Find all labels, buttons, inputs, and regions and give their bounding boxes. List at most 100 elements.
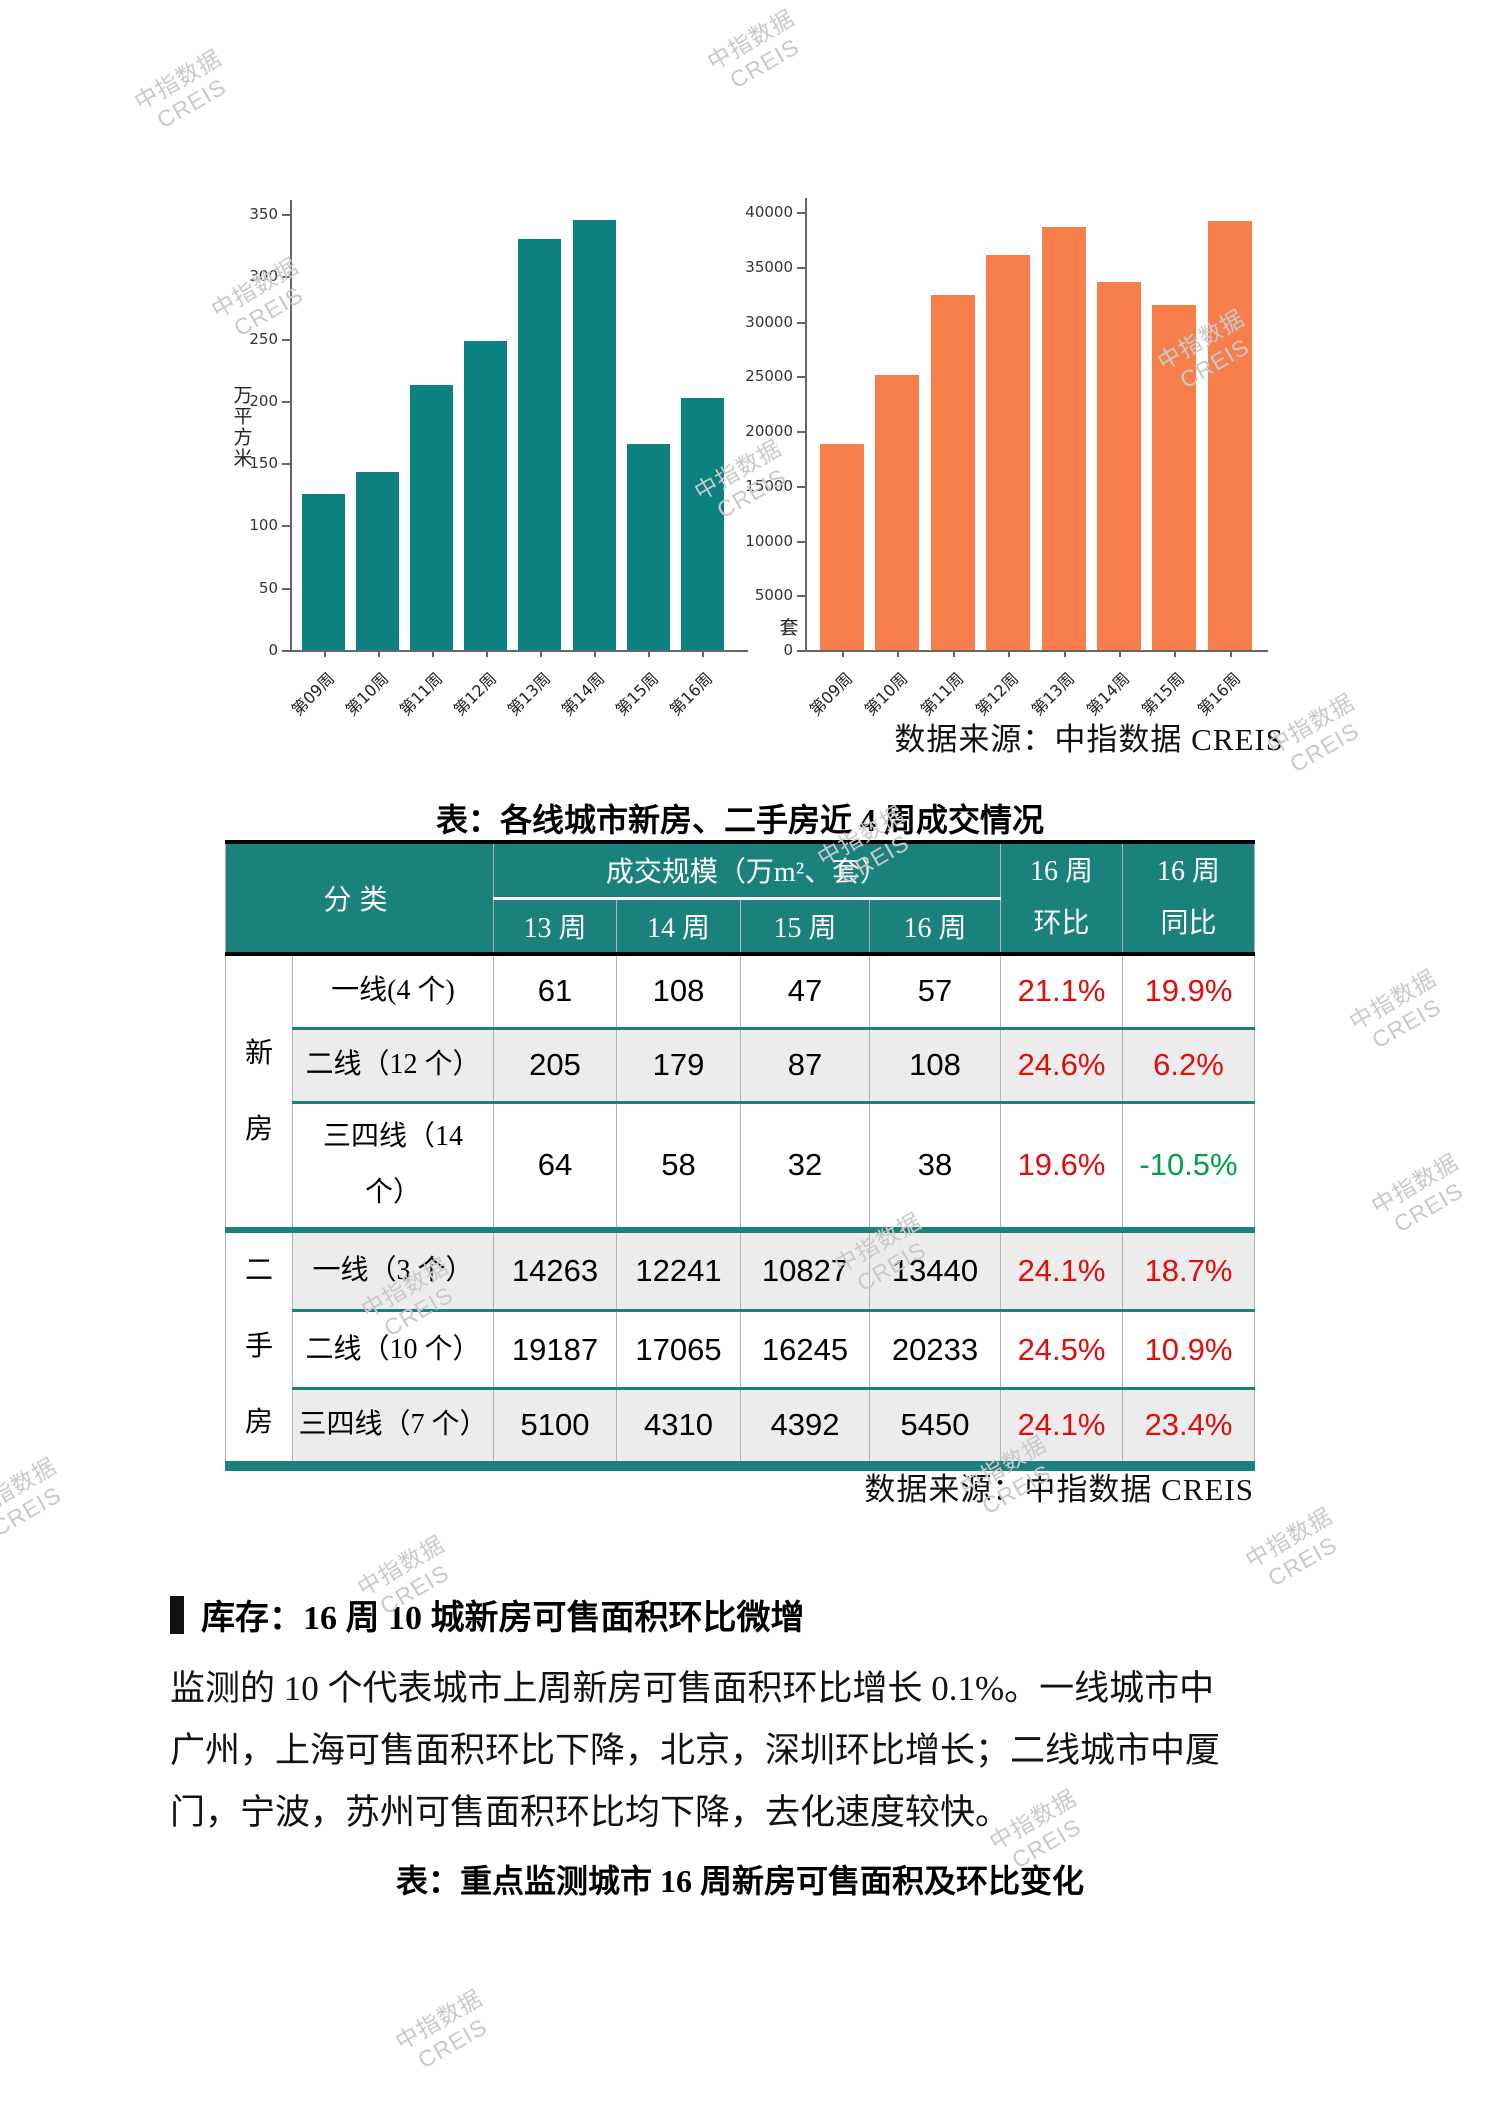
cell-week16: 5450 bbox=[869, 1386, 1001, 1466]
row-category: 一线（3 个） bbox=[291, 1227, 494, 1311]
cell-yoy: 10.9% bbox=[1122, 1309, 1255, 1389]
cell-yoy: 23.4% bbox=[1122, 1386, 1255, 1466]
units-chart-x-axis bbox=[805, 650, 1268, 652]
cell-week13: 64 bbox=[493, 1100, 617, 1230]
header-week-14: 14 周 bbox=[616, 898, 741, 954]
cell-week15: 10827 bbox=[740, 1227, 870, 1311]
cell-yoy: 6.2% bbox=[1122, 1026, 1255, 1102]
units-chart-y-tick bbox=[797, 650, 805, 652]
units-chart-bar bbox=[986, 254, 1031, 650]
cell-week13: 61 bbox=[493, 952, 617, 1028]
floor-area-chart-y-tick-label: 200 bbox=[249, 391, 278, 410]
units-chart-y-tick bbox=[797, 431, 805, 433]
floor-area-chart-y-tick bbox=[282, 587, 290, 590]
cell-wow: 24.1% bbox=[1000, 1386, 1123, 1466]
row-category: 三四线（7 个） bbox=[291, 1386, 494, 1466]
units-chart-y-tick bbox=[797, 212, 805, 214]
heading-text: 库存：16 周 10 城新房可售面积环比微增 bbox=[201, 1600, 805, 1637]
cell-week16: 20233 bbox=[869, 1309, 1001, 1389]
units-chart-y-tick bbox=[797, 376, 805, 379]
units-chart-bar bbox=[1152, 305, 1197, 650]
section-heading: 库存：16 周 10 城新房可售面积环比微增 bbox=[170, 1590, 805, 1639]
units-chart-x-tick bbox=[1119, 650, 1121, 657]
cell-week16: 13440 bbox=[869, 1227, 1001, 1311]
cell-week15: 4392 bbox=[740, 1386, 870, 1466]
heading-marker-bar bbox=[170, 1595, 184, 1634]
header-yoy: 16 周 同比 bbox=[1122, 842, 1255, 954]
floor-area-chart-bar bbox=[680, 398, 724, 650]
cell-week13: 19187 bbox=[493, 1309, 617, 1389]
cell-yoy: 19.9% bbox=[1122, 952, 1255, 1028]
units-chart-y-tick-label: 15000 bbox=[745, 476, 793, 495]
cell-week14: 12241 bbox=[616, 1227, 741, 1311]
units-chart-bar bbox=[930, 295, 975, 650]
creis-watermark: 中指数据 CREIS bbox=[1240, 1502, 1342, 1592]
row-category: 三四线（14 个） bbox=[291, 1100, 494, 1230]
floor-area-chart-x-tick bbox=[702, 650, 705, 657]
table-row: 三四线（14 个） 64 58 32 38 19.6% -10.5% bbox=[226, 1100, 1255, 1230]
floor-area-chart-y-tick-label: 0 bbox=[268, 641, 278, 659]
header-category: 分类 bbox=[224, 842, 494, 954]
floor-area-chart-y-tick bbox=[282, 650, 290, 652]
inventory-table-title: 表：重点监测城市 16 周新房可售面积及环比变化 bbox=[395, 1863, 1084, 1899]
row-category: 二线（12 个） bbox=[291, 1026, 494, 1102]
group-label-new-house: 新 房 bbox=[225, 952, 293, 1230]
header-scale: 成交规模（万m²、套） bbox=[493, 842, 1001, 900]
cell-week15: 16245 bbox=[740, 1309, 870, 1389]
floor-area-chart-y-tick bbox=[282, 214, 290, 216]
units-chart-bar bbox=[1207, 220, 1252, 650]
creis-watermark: 中指数据 CREIS bbox=[0, 1452, 66, 1542]
floor-area-chart-y-tick bbox=[282, 463, 290, 466]
floor-area-chart-y-tick-label: 50 bbox=[258, 578, 278, 597]
row-category: 一线(4 个) bbox=[291, 952, 494, 1028]
cell-week15: 47 bbox=[740, 952, 870, 1028]
header-wow: 16 周 环比 bbox=[1000, 842, 1123, 954]
floor-area-chart-bar bbox=[626, 444, 670, 650]
floor-area-chart-x-tick bbox=[539, 650, 542, 657]
floor-area-chart-y-tick bbox=[282, 338, 290, 341]
floor-area-chart-y-axis-title: 万平方米 bbox=[230, 385, 252, 469]
units-chart-y-tick bbox=[797, 595, 805, 598]
units-chart-y-tick-label: 5000 bbox=[754, 586, 793, 605]
units-chart-x-tick bbox=[897, 650, 900, 657]
paragraph-line: 广州，上海可售面积环比下降，北京，深圳环比增长；二线城市中厦 bbox=[170, 1731, 1221, 1770]
cell-yoy: -10.5% bbox=[1122, 1100, 1255, 1230]
paragraph-line: 门，宁波，苏州可售面积环比均下降，去化速度较快。 bbox=[170, 1793, 1011, 1832]
units-chart-x-tick bbox=[1063, 650, 1066, 657]
cell-week16: 57 bbox=[869, 952, 1001, 1028]
units-chart-y-tick-label: 35000 bbox=[745, 257, 793, 276]
cell-week15: 87 bbox=[740, 1026, 870, 1102]
units-chart-y-tick bbox=[797, 321, 805, 324]
units-chart-y-tick bbox=[797, 485, 805, 488]
units-chart-x-tick bbox=[952, 650, 955, 657]
units-chart-bar bbox=[1041, 227, 1086, 650]
cell-week16: 108 bbox=[869, 1026, 1001, 1102]
table-row: 三四线（7 个） 5100 4310 4392 5450 24.1% 23.4% bbox=[226, 1386, 1255, 1466]
header-week-16: 16 周 bbox=[869, 898, 1001, 954]
units-chart-y-tick-label: 0 bbox=[783, 641, 793, 659]
floor-area-chart-x-tick bbox=[377, 650, 380, 657]
floor-area-chart-y-tick bbox=[282, 525, 290, 528]
deals-table: 分类 成交规模（万m²、套） 16 周 环比 16 周 同比 13 周 14 周… bbox=[224, 840, 1256, 1471]
units-chart-bar bbox=[1097, 282, 1141, 650]
group-label-second-hand: 二 手 房 bbox=[225, 1227, 293, 1466]
floor-area-chart-x-tick bbox=[323, 650, 326, 657]
cell-week14: 108 bbox=[616, 952, 741, 1028]
row-category: 二线（10 个） bbox=[291, 1309, 494, 1389]
units-chart-x-tick bbox=[1229, 650, 1232, 657]
floor-area-chart-x-tick bbox=[485, 650, 488, 657]
cell-week14: 17065 bbox=[616, 1309, 741, 1389]
units-chart-bar bbox=[820, 444, 864, 650]
floor-area-chart-x-tick bbox=[594, 650, 596, 657]
units-chart-y-tick-label: 10000 bbox=[745, 531, 793, 550]
creis-watermark: 中指数据 CREIS bbox=[1344, 964, 1446, 1054]
floor-area-chart-x-tick bbox=[431, 650, 434, 657]
units-chart-x-tick bbox=[1008, 650, 1011, 657]
cell-week14: 58 bbox=[616, 1100, 741, 1230]
cell-wow: 21.1% bbox=[1000, 952, 1123, 1028]
floor-area-chart-bar bbox=[410, 384, 454, 650]
floor-area-chart-bar bbox=[356, 471, 400, 650]
floor-area-chart-x-tick bbox=[648, 650, 651, 657]
cell-wow: 24.6% bbox=[1000, 1026, 1123, 1102]
